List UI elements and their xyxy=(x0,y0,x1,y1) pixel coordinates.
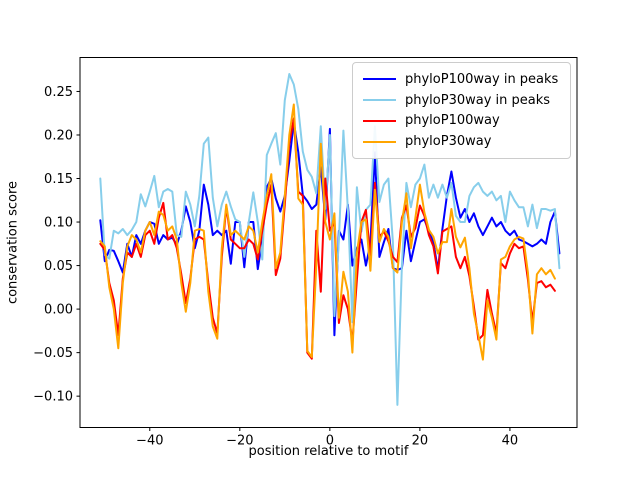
x-tick-label: 40 xyxy=(502,434,519,449)
y-tick-label: 0.00 xyxy=(44,303,73,318)
x-tick-label: 0 xyxy=(326,434,334,449)
y-tick-label: −0.10 xyxy=(33,390,73,405)
series-line-phylop30way-in-peaks xyxy=(99,73,561,406)
y-tick-label: 0.05 xyxy=(44,259,73,274)
legend-label: phyloP30way xyxy=(405,134,492,150)
y-tick-label: −0.05 xyxy=(33,346,73,361)
y-axis-label: conservation score xyxy=(5,180,21,305)
legend-item: phyloP30way xyxy=(363,131,560,152)
legend-line-phylop30way-in-peaks xyxy=(363,99,396,102)
legend-line-phylop100way xyxy=(363,119,396,122)
series-line-phylop30way xyxy=(99,103,556,361)
axes-spines xyxy=(79,57,578,428)
x-axis-label: position relative to motif xyxy=(248,444,409,459)
x-tick-label: −40 xyxy=(136,434,163,449)
legend-item: phyloP30way in peaks xyxy=(363,90,560,111)
y-tick-label: 0.10 xyxy=(44,216,73,231)
legend-line-phylop100way-in-peaks xyxy=(363,78,396,81)
legend-line-phylop30way xyxy=(363,140,396,143)
legend-label: phyloP100way xyxy=(405,113,500,129)
y-tick-label: 0.20 xyxy=(44,128,73,143)
legend-item: phyloP100way in peaks xyxy=(363,69,560,90)
legend-label: phyloP30way in peaks xyxy=(405,92,551,108)
legend: phyloP100way in peaks phyloP30way in pea… xyxy=(352,62,571,159)
legend-label: phyloP100way in peaks xyxy=(405,71,559,87)
x-tick-label: 20 xyxy=(412,434,429,449)
y-tick-label: 0.25 xyxy=(44,85,73,100)
x-tick-label: −20 xyxy=(226,434,253,449)
y-tick-label: 0.15 xyxy=(44,172,73,187)
legend-item: phyloP100way xyxy=(363,111,560,132)
